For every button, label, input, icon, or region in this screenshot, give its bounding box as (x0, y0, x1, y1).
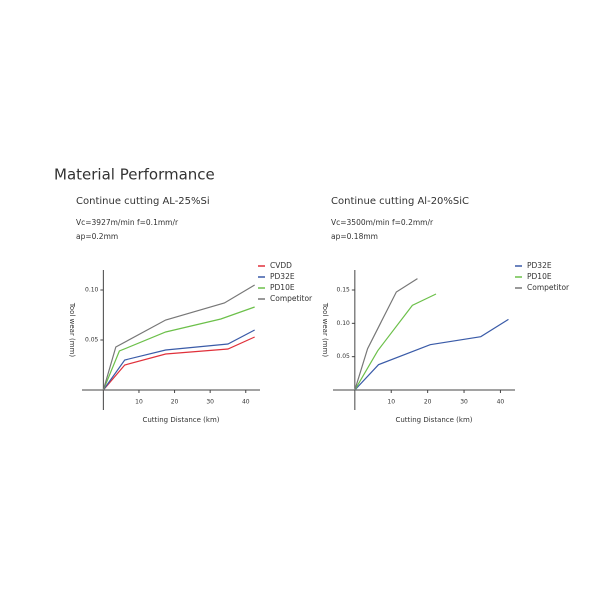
x-tick-label: 10 (135, 399, 143, 406)
x-tick-label: 20 (171, 399, 179, 406)
condition-note: Vc=3927m/min f=0.1mm/r (76, 218, 179, 227)
legend-label: PD32E (527, 261, 552, 270)
series-line (354, 318, 509, 391)
chart-title: Continue cutting AL-25%Si (76, 196, 210, 207)
legend-label: CVDD (270, 261, 292, 270)
y-tick-label: 0.15 (336, 287, 350, 294)
x-tick-label: 30 (206, 399, 214, 406)
series-line (354, 293, 437, 391)
legend-label: PD32E (270, 272, 295, 281)
series-line (102, 336, 255, 391)
y-tick-label: 0.05 (85, 337, 99, 344)
x-axis-label: Cutting Distance (km) (142, 416, 219, 424)
condition-note: ap=0.2mm (76, 232, 118, 241)
legend-label: PD10E (270, 283, 295, 292)
page-title: Material Performance (54, 166, 215, 184)
x-axis-label: Cutting Distance (km) (395, 416, 472, 424)
x-tick-label: 30 (460, 399, 468, 406)
series-line (102, 329, 255, 391)
y-tick-label: 0.05 (336, 353, 350, 360)
y-tick-label: 0.10 (336, 320, 350, 327)
legend-label: PD10E (527, 272, 552, 281)
condition-note: ap=0.18mm (331, 232, 378, 241)
series-line (102, 306, 255, 391)
legend-label: Competitor (527, 283, 570, 292)
condition-note: Vc=3500m/min f=0.2mm/r (331, 218, 434, 227)
y-axis-label: Tool wear (mm) (68, 302, 76, 358)
x-tick-label: 20 (424, 399, 432, 406)
x-tick-label: 10 (387, 399, 395, 406)
series-line (354, 278, 418, 391)
y-axis-label: Tool wear (mm) (321, 302, 329, 358)
legend-label: Competitor (270, 294, 313, 303)
x-tick-label: 40 (242, 399, 250, 406)
y-tick-label: 0.10 (85, 287, 99, 294)
chart-title: Continue cutting Al-20%SiC (331, 196, 469, 207)
series-line (102, 284, 255, 391)
x-tick-label: 40 (497, 399, 505, 406)
